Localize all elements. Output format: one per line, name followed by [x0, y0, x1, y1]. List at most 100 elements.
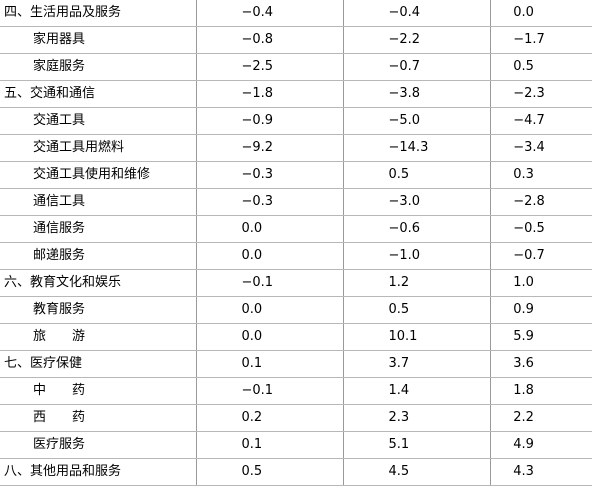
- category-label: 八、其他用品和服务: [0, 458, 197, 486]
- value-text: −0.4: [241, 5, 274, 20]
- value-text: 4.9: [513, 437, 534, 452]
- value-cell-col4: 0.5: [490, 53, 592, 81]
- value-text: 0.5: [513, 59, 534, 74]
- value-cell-col3: 1.2: [343, 269, 491, 297]
- value-text: −0.7: [513, 248, 545, 263]
- value-text: 5.9: [513, 329, 534, 344]
- value-text: −0.7: [388, 59, 421, 74]
- subcategory-label: 交通工具使用和维修: [0, 161, 197, 189]
- value-cell-col3: −0.6: [343, 215, 491, 243]
- subcategory-label: 家用器具: [0, 26, 197, 54]
- value-text: 1.0: [513, 275, 534, 290]
- value-text: −2.3: [513, 86, 545, 101]
- value-cell-col3: −5.0: [343, 107, 491, 135]
- category-label: 六、教育文化和娱乐: [0, 269, 197, 297]
- value-text: −5.0: [388, 113, 421, 128]
- subcategory-label: 通信服务: [0, 215, 197, 243]
- value-text: 10.1: [388, 329, 418, 344]
- table-row: 通信服务 0.0 −0.6 −0.5: [0, 215, 592, 243]
- value-text: −14.3: [388, 140, 429, 155]
- value-text: 0.3: [513, 167, 534, 182]
- value-text: 0.5: [241, 464, 263, 479]
- value-text: 0.1: [241, 356, 263, 371]
- value-cell-col3: 5.1: [343, 431, 491, 459]
- value-cell-col3: −14.3: [343, 134, 491, 162]
- subcategory-label: 医疗服务: [0, 431, 197, 459]
- value-cell-col2: −0.3: [196, 161, 344, 189]
- value-text: 0.0: [241, 302, 263, 317]
- value-cell-col2: −9.2: [196, 134, 344, 162]
- value-cell-col4: 5.9: [490, 323, 592, 351]
- subcategory-label: 家庭服务: [0, 53, 197, 81]
- value-cell-col3: 2.3: [343, 404, 491, 432]
- table-row: 七、医疗保健 0.1 3.7 3.6: [0, 350, 592, 378]
- value-text: 0.0: [241, 248, 263, 263]
- table-row: 医疗服务 0.1 5.1 4.9: [0, 431, 592, 459]
- value-cell-col3: 1.4: [343, 377, 491, 405]
- value-cell-col2: −0.4: [196, 0, 344, 27]
- value-text: 4.5: [388, 464, 410, 479]
- value-cell-col4: 2.2: [490, 404, 592, 432]
- table-row: 六、教育文化和娱乐 −0.1 1.2 1.0: [0, 269, 592, 297]
- value-cell-col2: 0.5: [196, 458, 344, 486]
- value-text: 0.0: [513, 5, 534, 20]
- value-cell-col3: 4.5: [343, 458, 491, 486]
- value-text: 4.3: [513, 464, 534, 479]
- value-cell-col4: 1.0: [490, 269, 592, 297]
- table-row: 交通工具使用和维修 −0.3 0.5 0.3: [0, 161, 592, 189]
- table-row: 家用器具 −0.8 −2.2 −1.7: [0, 26, 592, 54]
- value-cell-col4: 0.3: [490, 161, 592, 189]
- value-cell-col3: −3.8: [343, 80, 491, 108]
- value-text: 0.2: [241, 410, 263, 425]
- value-cell-col4: −1.7: [490, 26, 592, 54]
- subcategory-label: 西 药: [0, 404, 197, 432]
- value-cell-col4: 4.9: [490, 431, 592, 459]
- value-cell-col2: 0.1: [196, 431, 344, 459]
- value-cell-col4: −2.8: [490, 188, 592, 216]
- subcategory-label: 通信工具: [0, 188, 197, 216]
- value-cell-col2: 0.0: [196, 323, 344, 351]
- value-cell-col4: 4.3: [490, 458, 592, 486]
- value-cell-col2: −0.8: [196, 26, 344, 54]
- table-row: 交通工具 −0.9 −5.0 −4.7: [0, 107, 592, 135]
- value-cell-col4: 0.9: [490, 296, 592, 324]
- value-cell-col2: −0.9: [196, 107, 344, 135]
- value-cell-col4: −3.4: [490, 134, 592, 162]
- value-cell-col3: −2.2: [343, 26, 491, 54]
- subcategory-label: 邮递服务: [0, 242, 197, 270]
- value-cell-col4: −0.7: [490, 242, 592, 270]
- value-text: −0.3: [241, 167, 274, 182]
- value-text: 3.7: [388, 356, 410, 371]
- value-cell-col2: −1.8: [196, 80, 344, 108]
- value-cell-col4: −0.5: [490, 215, 592, 243]
- value-text: 0.0: [241, 221, 263, 236]
- value-cell-col3: 10.1: [343, 323, 491, 351]
- value-text: −1.0: [388, 248, 421, 263]
- value-text: 0.1: [241, 437, 263, 452]
- value-text: 1.2: [388, 275, 410, 290]
- subcategory-label: 旅 游: [0, 323, 197, 351]
- subcategory-label: 交通工具用燃料: [0, 134, 197, 162]
- category-label: 五、交通和通信: [0, 80, 197, 108]
- value-text: 5.1: [388, 437, 410, 452]
- table-row: 八、其他用品和服务 0.5 4.5 4.3: [0, 458, 592, 486]
- value-cell-col3: 0.5: [343, 296, 491, 324]
- value-text: 0.9: [513, 302, 534, 317]
- value-cell-col3: −1.0: [343, 242, 491, 270]
- value-text: 3.6: [513, 356, 534, 371]
- value-text: −0.1: [241, 275, 274, 290]
- value-text: 1.8: [513, 383, 534, 398]
- value-cell-col2: 0.0: [196, 242, 344, 270]
- value-text: 1.4: [388, 383, 410, 398]
- value-cell-col3: −0.4: [343, 0, 491, 27]
- value-cell-col2: −0.3: [196, 188, 344, 216]
- subcategory-label: 中 药: [0, 377, 197, 405]
- value-text: −3.0: [388, 194, 421, 209]
- value-text: 2.3: [388, 410, 410, 425]
- table-row: 邮递服务 0.0 −1.0 −0.7: [0, 242, 592, 270]
- value-cell-col3: −3.0: [343, 188, 491, 216]
- category-label: 七、医疗保健: [0, 350, 197, 378]
- table-row: 四、生活用品及服务 −0.4 −0.4 0.0: [0, 0, 592, 27]
